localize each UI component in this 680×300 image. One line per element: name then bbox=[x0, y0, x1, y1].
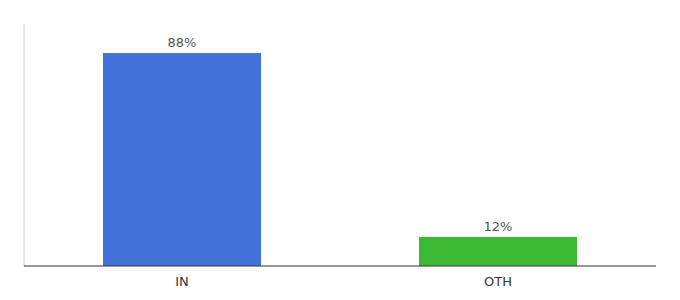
x-axis-line bbox=[24, 266, 656, 267]
x-tick-label: OTH bbox=[484, 274, 512, 289]
chart-container: 88% IN 12% OTH bbox=[0, 0, 680, 300]
bar bbox=[419, 237, 577, 266]
bars bbox=[103, 53, 577, 266]
chart-svg: 88% IN 12% OTH bbox=[0, 0, 680, 300]
x-tick-label: IN bbox=[175, 274, 189, 289]
data-label: 88% bbox=[168, 35, 197, 50]
data-label: 12% bbox=[484, 219, 513, 234]
y-axis-line bbox=[24, 24, 25, 266]
bar bbox=[103, 53, 261, 266]
labels: 88% IN 12% OTH bbox=[168, 35, 513, 289]
